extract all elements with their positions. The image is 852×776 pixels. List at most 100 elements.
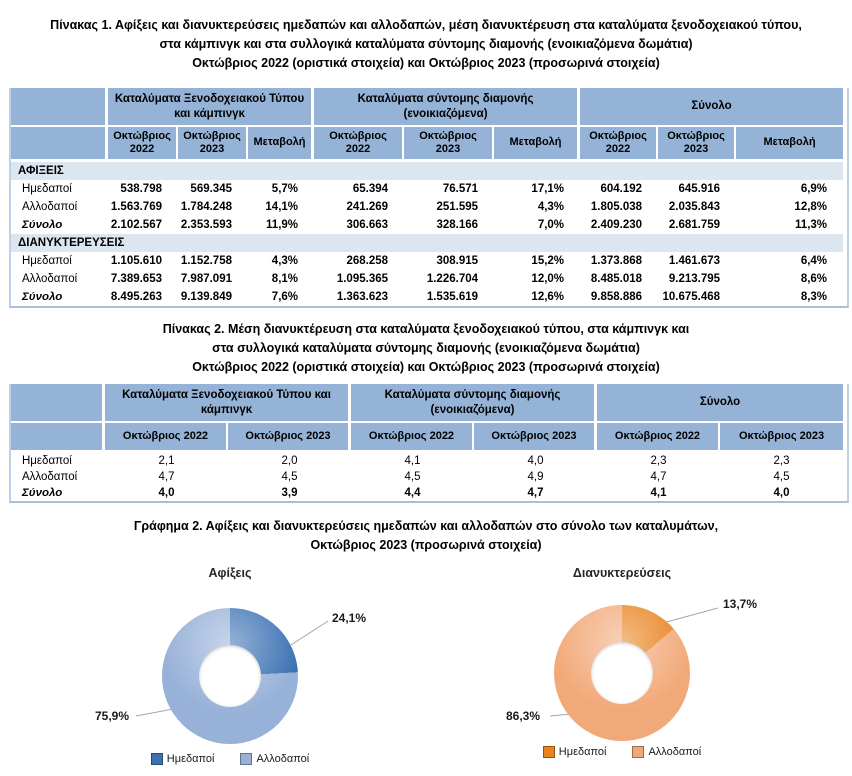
row-label: Ημεδαποί — [11, 180, 108, 198]
table1-corner-cell2 — [11, 127, 108, 162]
table2-subheader: Οκτώβριος 2022 — [105, 423, 228, 453]
legend-item-foreign: Αλλοδαποί — [632, 746, 701, 758]
value-cell: 2.035.843 — [658, 198, 737, 216]
table1-subheader: Οκτώβριος 2023 — [658, 127, 737, 162]
table1-subheader: Μεταβολή — [494, 127, 581, 162]
row-label: Αλλοδαποί — [11, 469, 105, 485]
value-cell: 308.915 — [404, 252, 495, 270]
value-cell: 1.363.623 — [314, 288, 405, 306]
value-cell: 4,4 — [351, 485, 474, 501]
value-cell: 9.213.795 — [658, 270, 737, 288]
value-cell: 8,6% — [736, 270, 844, 288]
value-cell: 1.373.868 — [580, 252, 659, 270]
table2-subheader: Οκτώβριος 2022 — [351, 423, 474, 453]
table1-group-total: Σύνολο — [580, 88, 844, 127]
legend-label: Αλλοδαποί — [256, 753, 310, 765]
value-cell: 11,9% — [248, 216, 315, 234]
row-label: Σύνολο — [11, 216, 108, 234]
value-cell: 12,6% — [494, 288, 581, 306]
legend-swatch-domestic — [150, 753, 163, 765]
donut-hole — [199, 645, 261, 707]
table-row: Αλλοδαποί 1.563.769 1.784.248 14,1% 241.269 2… — [11, 198, 844, 216]
table2-title: Πίνακας 2. Μέση διανυκτέρευση στα καταλύ… — [0, 320, 852, 376]
chart-arrivals: Αφίξεις 24,1% 75,9% Ημεδαποί Αλλοδαποί — [60, 565, 430, 776]
table2-corner-cell2 — [11, 423, 105, 453]
value-cell: 328.166 — [404, 216, 495, 234]
value-cell: 1.784.248 — [178, 198, 248, 216]
arrivals-legend: Ημεδαποί Αλλοδαποί — [60, 753, 400, 765]
value-cell: 1.563.769 — [108, 198, 178, 216]
value-cell: 4,7 — [474, 485, 597, 501]
value-cell: 9.139.849 — [178, 288, 248, 306]
value-cell: 15,2% — [494, 252, 581, 270]
value-cell: 4,0 — [105, 485, 228, 501]
value-cell: 17,1% — [494, 180, 581, 198]
section-header: ΑΦΙΞΕΙΣ — [11, 162, 844, 180]
row-label: Ημεδαποί — [11, 453, 105, 469]
value-cell: 4,5 — [351, 469, 474, 485]
value-cell: 2.409.230 — [580, 216, 659, 234]
table1-subheader: Μεταβολή — [248, 127, 315, 162]
table1-group-hotel: Καταλύματα Ξενοδοχειακού Τύπου και κάμπι… — [108, 88, 315, 127]
section-row: ΑΦΙΞΕΙΣ — [11, 162, 844, 180]
chart-title-line2: Οκτώβριος 2023 (προσωρινά στοιχεία) — [310, 537, 542, 552]
table1-corner-cell — [11, 88, 108, 127]
table2-subheader: Οκτώβριος 2023 — [228, 423, 351, 453]
value-cell: 11,3% — [736, 216, 844, 234]
table1-subheader: Οκτώβριος 2022 — [314, 127, 405, 162]
value-cell: 8,1% — [248, 270, 315, 288]
table2-subheader: Οκτώβριος 2023 — [720, 423, 844, 453]
legend-swatch-foreign — [632, 746, 645, 758]
arrivals-pct-foreign: 75,9% — [95, 709, 130, 723]
value-cell: 2,3 — [720, 453, 844, 469]
value-cell: 4,5 — [228, 469, 351, 485]
value-cell: 4,7 — [105, 469, 228, 485]
table2-group-shortstay: Καταλύματα σύντομης διαμονής (ενοικιαζόμ… — [351, 384, 597, 423]
section-header: ΔΙΑΝΥΚΤΕΡΕΥΣΕΙΣ — [11, 234, 844, 252]
value-cell: 306.663 — [314, 216, 405, 234]
overnights-pct-foreign: 86,3% — [506, 709, 541, 723]
arrivals-donut — [162, 608, 298, 744]
table1-title-line1: Πίνακας 1. Αφίξεις και διανυκτερεύσεις η… — [50, 18, 802, 32]
value-cell: 14,1% — [248, 198, 315, 216]
table1-subheader: Οκτώβριος 2022 — [580, 127, 659, 162]
table2: Καταλύματα Ξενοδοχειακού Τύπου και κάμπι… — [11, 384, 844, 501]
value-cell: 7,0% — [494, 216, 581, 234]
table2-group-total: Σύνολο — [597, 384, 844, 423]
table2-title-line2: στα συλλογικά καταλύματα σύντομης διαμον… — [212, 340, 640, 355]
row-label: Αλλοδαποί — [11, 198, 108, 216]
value-cell: 5,7% — [248, 180, 315, 198]
value-cell: 4,0 — [474, 453, 597, 469]
value-cell: 8.495.263 — [108, 288, 178, 306]
value-cell: 2,3 — [597, 453, 720, 469]
value-cell: 12,0% — [494, 270, 581, 288]
value-cell: 4,9 — [474, 469, 597, 485]
value-cell: 1.226.704 — [404, 270, 495, 288]
value-cell: 76.571 — [404, 180, 495, 198]
table2-group-hotel: Καταλύματα Ξενοδοχειακού Τύπου και κάμπι… — [105, 384, 351, 423]
value-cell: 4,3% — [494, 198, 581, 216]
value-cell: 7.389.653 — [108, 270, 178, 288]
section-row: ΔΙΑΝΥΚΤΕΡΕΥΣΕΙΣ — [11, 234, 844, 252]
value-cell: 4,5 — [720, 469, 844, 485]
table1-subheader: Οκτώβριος 2022 — [108, 127, 178, 162]
value-cell: 4,3% — [248, 252, 315, 270]
value-cell: 4,0 — [720, 485, 844, 501]
arrivals-pct-domestic: 24,1% — [332, 611, 367, 625]
value-cell: 4,7 — [597, 469, 720, 485]
value-cell: 4,1 — [351, 453, 474, 469]
chart-overnights: Διανυκτερεύσεις 13,7% 86,3% Ημεδαποί Αλλ… — [440, 565, 832, 776]
table-row: Αλλοδαποί 4,7 4,5 4,5 4,9 4,7 4,5 — [11, 469, 844, 485]
value-cell: 7.987.091 — [178, 270, 248, 288]
legend-item-domestic: Ημεδαποί — [150, 753, 215, 765]
table-row: Ημεδαποί 1.105.610 1.152.758 4,3% 268.258 308… — [11, 252, 844, 270]
legend-label: Ημεδαποί — [558, 746, 607, 758]
legend-item-foreign: Αλλοδαποί — [240, 753, 309, 765]
table-row: Σύνολο 4,0 3,9 4,4 4,7 4,1 4,0 — [11, 485, 844, 501]
value-cell: 3,9 — [228, 485, 351, 501]
legend-label: Ημεδαποί — [166, 753, 215, 765]
overnights-pct-domestic: 13,7% — [723, 597, 758, 611]
value-cell: 1.805.038 — [580, 198, 659, 216]
value-cell: 2,1 — [105, 453, 228, 469]
value-cell: 6,9% — [736, 180, 844, 198]
